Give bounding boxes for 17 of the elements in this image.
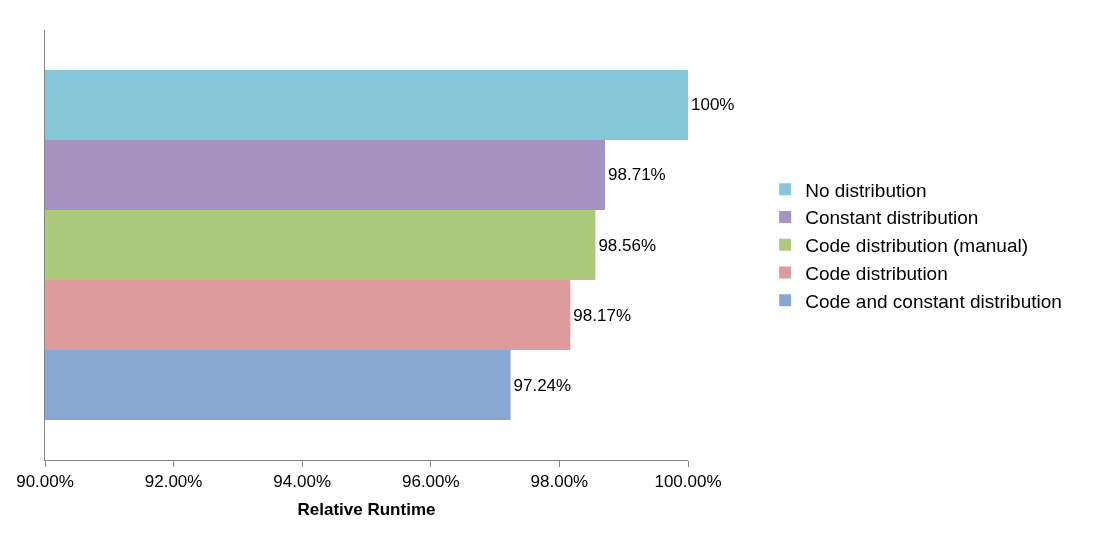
legend-label: No distribution <box>805 179 927 201</box>
data-label: 97.24% <box>513 375 572 395</box>
x-tick-label: 94.00% <box>273 472 332 492</box>
data-label: 98.71% <box>608 165 666 185</box>
x-tick-label: 90.00% <box>16 472 74 492</box>
data-label: 100% <box>691 95 735 115</box>
legend-label: Constant distribution <box>805 207 979 229</box>
legend-label: Code and constant distribution <box>805 290 1062 312</box>
legend-label: Code distribution <box>805 262 948 284</box>
data-label: 98.56% <box>598 235 657 255</box>
data-label: 98.17% <box>573 305 631 325</box>
x-axis-title: Relative Runtime <box>297 499 436 519</box>
x-tick-label: 98.00% <box>530 472 589 492</box>
x-tick-label: 100.00% <box>654 472 722 492</box>
legend-label: Code distribution (manual) <box>805 235 1028 257</box>
x-tick-label: 96.00% <box>401 472 460 492</box>
x-tick-label: 92.00% <box>144 472 203 492</box>
